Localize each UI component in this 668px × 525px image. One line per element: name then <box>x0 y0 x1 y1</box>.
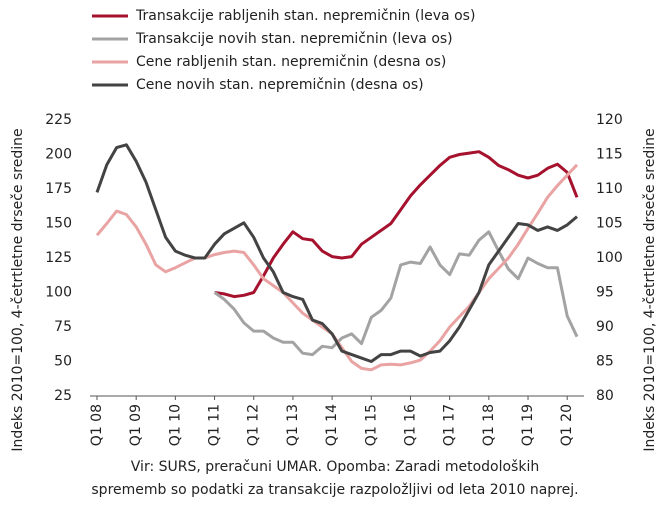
y-axis-label: Indeks 2010=100, 4-četrtletne drseče sre… <box>10 128 26 451</box>
series-line <box>95 143 578 363</box>
x-tick-label: Q1 09 <box>128 404 144 446</box>
series-line <box>214 150 579 299</box>
y-tick-label: 100 <box>45 285 72 301</box>
y-tick-label: 200 <box>45 147 72 163</box>
x-tick-label: Q1 20 <box>559 404 575 446</box>
x-tick-label: Q1 13 <box>285 404 301 446</box>
x-tick-label: Q1 15 <box>363 404 379 446</box>
y-tick-label: 225 <box>45 112 72 128</box>
y2-tick-label: 105 <box>596 216 623 232</box>
x-tick-label: Q1 18 <box>481 404 497 446</box>
x-tick-label: Q1 10 <box>167 404 183 446</box>
legend-label: Transakcije rabljenih stan. nepremičnin … <box>135 8 475 24</box>
y-tick-label: 50 <box>54 354 72 370</box>
x-tick-label: Q1 14 <box>324 404 340 446</box>
y-tick-label: 175 <box>45 181 72 197</box>
y2-tick-label: 120 <box>596 112 623 128</box>
y2-axis-label: Indeks 2010=100, 4-četrtletne drseče sre… <box>642 128 658 451</box>
y2-tick-label: 110 <box>596 181 623 197</box>
x-tick-label: Q1 11 <box>207 404 223 446</box>
x-tick-label: Q1 08 <box>89 404 105 446</box>
y2-tick-label: 100 <box>596 250 623 266</box>
x-tick-label: Q1 16 <box>402 404 418 446</box>
y-tick-label: 150 <box>45 216 72 232</box>
series-line <box>95 163 579 372</box>
x-tick-label: Q1 17 <box>442 404 458 446</box>
y-tick-label: 75 <box>54 319 72 335</box>
legend-label: Cene novih stan. nepremičnin (desna os) <box>136 77 424 93</box>
legend-label: Cene rabljenih stan. nepremičnin (desna … <box>136 54 446 70</box>
y-tick-label: 25 <box>54 388 72 404</box>
note: Vir: SURS, preračuni UMAR. Opomba: Zarad… <box>131 459 539 475</box>
y-tick-label: 125 <box>45 250 72 266</box>
y2-tick-label: 90 <box>596 319 614 335</box>
legend-label: Transakcije novih stan. nepremičnin (lev… <box>135 31 453 47</box>
y2-tick-label: 115 <box>596 147 623 163</box>
note: sprememb so podatki za transakcije razpo… <box>91 482 578 498</box>
y2-tick-label: 95 <box>596 285 614 301</box>
y2-tick-label: 85 <box>596 354 614 370</box>
x-tick-label: Q1 12 <box>246 404 262 446</box>
y2-tick-label: 80 <box>596 388 614 404</box>
x-tick-label: Q1 19 <box>520 404 536 446</box>
series-line <box>213 230 579 357</box>
